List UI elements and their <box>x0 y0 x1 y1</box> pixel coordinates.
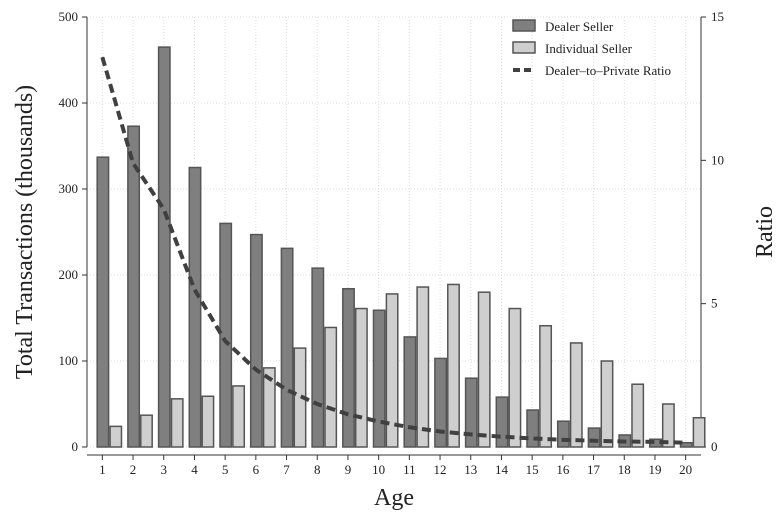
bar <box>232 385 246 448</box>
y2-tick-label: 0 <box>711 439 718 454</box>
bar <box>416 286 430 448</box>
bar <box>372 309 386 448</box>
bar <box>96 156 110 448</box>
bar <box>477 291 491 448</box>
x-tick-label: 17 <box>587 462 601 477</box>
bar <box>679 441 693 448</box>
bar <box>495 396 509 448</box>
bar <box>342 288 355 448</box>
x-tick-label: 6 <box>253 462 260 477</box>
bar <box>311 267 325 448</box>
bar <box>692 417 706 448</box>
bar <box>539 324 553 448</box>
bar <box>140 414 153 448</box>
bar <box>354 307 368 448</box>
bar <box>157 46 171 448</box>
bar <box>262 367 276 448</box>
bar <box>556 420 570 448</box>
x-tick-label: 15 <box>526 462 539 477</box>
x-tick-label: 5 <box>222 462 229 477</box>
x-tick-label: 1 <box>99 462 106 477</box>
bar <box>661 403 675 448</box>
bar <box>403 336 417 448</box>
bar <box>434 357 448 448</box>
bar <box>587 427 601 448</box>
bar <box>464 377 478 448</box>
bar <box>201 395 215 448</box>
x-tick-label: 2 <box>130 462 137 477</box>
y2-tick-label: 5 <box>711 296 718 311</box>
x-tick-label: 19 <box>648 462 661 477</box>
x-tick-label: 12 <box>434 462 447 477</box>
bar <box>600 360 614 448</box>
legend-label: Dealer–to–Private Ratio <box>545 63 671 78</box>
y-tick-label: 300 <box>59 181 79 196</box>
y-tick-label: 500 <box>59 9 79 24</box>
x-tick-label: 7 <box>283 462 290 477</box>
x-tick-label: 20 <box>679 462 692 477</box>
bar <box>127 125 141 448</box>
bar <box>280 247 294 448</box>
x-tick-label: 8 <box>314 462 321 477</box>
y-tick-label: 0 <box>72 439 79 454</box>
bar <box>249 233 263 448</box>
bar <box>447 283 460 448</box>
x-tick-label: 14 <box>495 462 509 477</box>
x-axis-title: Age <box>374 485 414 511</box>
y2-axis-title: Ratio <box>752 206 778 258</box>
y-tick-label: 100 <box>59 353 79 368</box>
bar <box>631 383 645 448</box>
bar <box>109 425 123 448</box>
bar <box>385 293 399 448</box>
legend-swatch <box>512 41 536 54</box>
y2-tick-label: 15 <box>711 9 724 24</box>
x-tick-label: 16 <box>556 462 570 477</box>
y-tick-label: 200 <box>59 267 79 282</box>
y-tick-label: 400 <box>59 95 79 110</box>
x-tick-label: 10 <box>372 462 385 477</box>
bar <box>188 166 202 448</box>
x-tick-label: 3 <box>161 462 168 477</box>
y-axis-title: Total Transactions (thousands) <box>12 85 38 379</box>
legend-label: Individual Seller <box>545 41 633 56</box>
x-tick-label: 13 <box>464 462 477 477</box>
bar <box>569 342 583 448</box>
x-tick-label: 9 <box>345 462 352 477</box>
y2-tick-label: 10 <box>711 152 724 167</box>
bar <box>508 307 522 448</box>
x-tick-label: 18 <box>618 462 631 477</box>
bar <box>526 409 540 448</box>
bar <box>219 222 233 448</box>
legend-swatch <box>512 19 536 32</box>
x-tick-label: 4 <box>191 462 198 477</box>
bar <box>170 398 184 448</box>
x-tick-label: 11 <box>403 462 416 477</box>
bar <box>324 326 338 448</box>
legend-label: Dealer Seller <box>545 19 614 34</box>
